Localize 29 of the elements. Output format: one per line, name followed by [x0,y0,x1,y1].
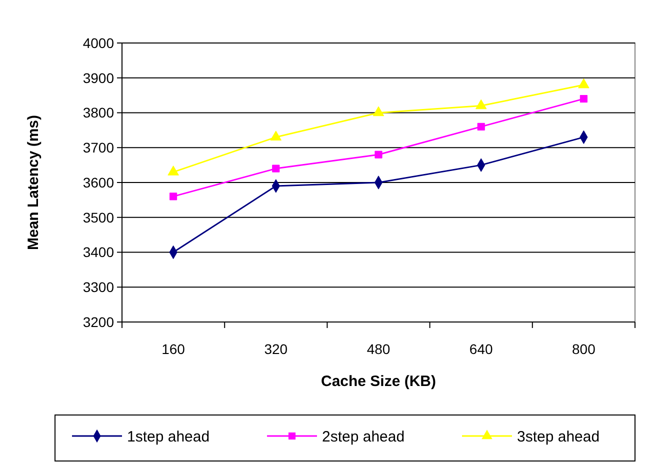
y-tick-label: 3200 [82,314,114,330]
point [580,95,588,103]
y-axis-title: Mean Latency (ms) [25,114,42,250]
x-tick-label: 320 [264,341,288,357]
y-tick-label: 4000 [82,34,114,51]
legend-label: 1step ahead [127,428,210,446]
point [170,192,178,200]
x-tick-label: 800 [572,341,596,357]
legend-label: 2step ahead [322,428,405,446]
point [475,99,487,110]
point [372,106,384,116]
y-tick-label: 3500 [82,209,114,226]
x-tick-label: 160 [162,341,186,357]
y-tick-label: 3400 [82,244,114,260]
x-tick-label: 480 [366,341,390,357]
y-tick-label: 3600 [82,174,114,190]
legend-label: 3step ahead [517,428,600,446]
point [270,130,282,141]
point [272,164,280,172]
point [374,150,382,158]
y-tick-label: 3900 [82,70,114,86]
point [168,166,179,176]
x-axis-title: Cache Size (KB) [320,373,436,390]
x-tick-label: 640 [469,341,493,357]
y-tick-label: 3800 [82,104,114,121]
y-tick-label: 3300 [82,279,114,296]
point [477,122,485,130]
y-tick-label: 3700 [82,140,114,156]
point [578,78,590,88]
